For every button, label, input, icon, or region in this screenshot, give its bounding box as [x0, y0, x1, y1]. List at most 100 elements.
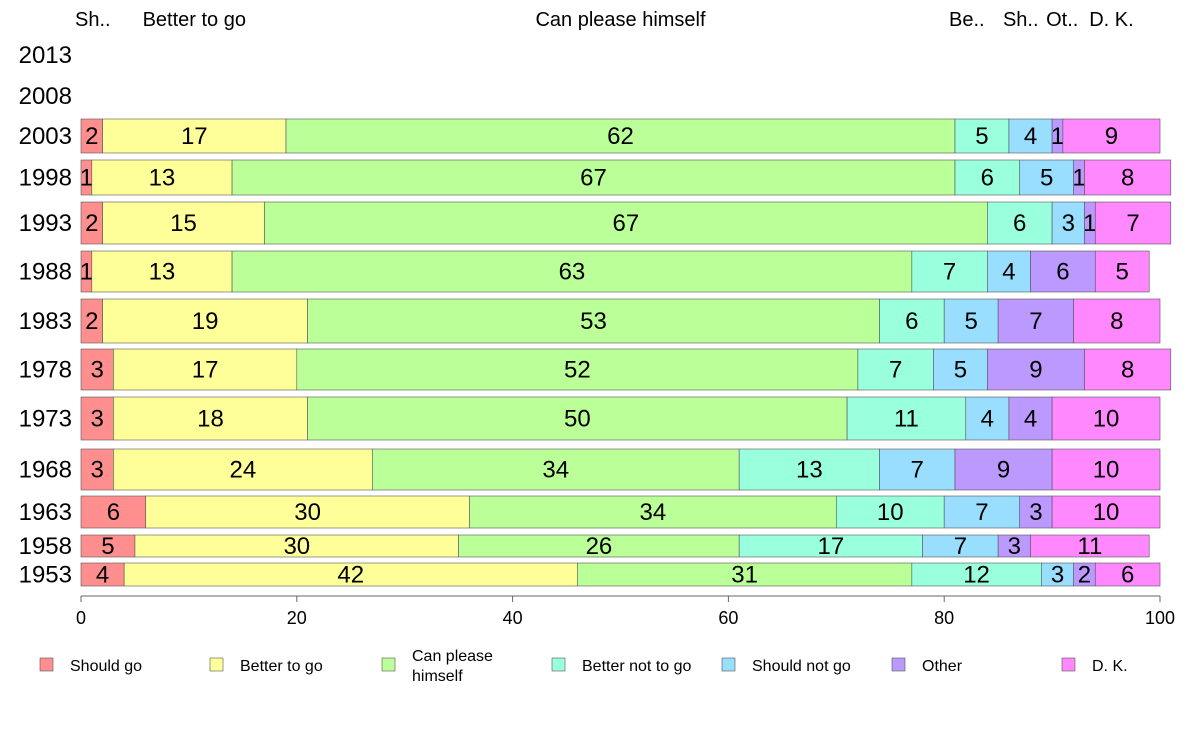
bar-segment-1988-6 [1094, 250, 1150, 293]
bar-value-label-1993-1: 15 [170, 210, 197, 237]
bar-value-label-1983-3: 6 [905, 308, 918, 335]
bar-value-label-1973-2: 50 [564, 406, 591, 433]
bar-value-label-1983-1: 19 [192, 308, 219, 335]
bar-value-label-1973-5: 4 [1024, 406, 1037, 433]
bar-value-label-1963-5: 3 [1029, 499, 1042, 526]
bar-value-label-1998-0: 1 [80, 165, 93, 192]
bar-value-label-1968-4: 7 [911, 457, 924, 484]
series-top-label-2: Can please himself [535, 9, 706, 31]
bar-segment-1988-4 [987, 250, 1031, 293]
bar-segment-1968-1 [113, 448, 373, 491]
series-top-label-5: Ot.. [1046, 9, 1078, 31]
bar-segment-1988-5 [1030, 250, 1096, 293]
bar-value-label-1998-1: 13 [149, 165, 176, 192]
bar-value-label-1973-0: 3 [91, 406, 104, 433]
bar-value-label-1983-6: 8 [1110, 308, 1123, 335]
bar-value-label-1963-6: 10 [1093, 499, 1120, 526]
bar-value-label-2003-3: 5 [975, 123, 988, 150]
legend-label-2: Can please himself [412, 648, 493, 685]
legend-label-0: Should go [70, 658, 142, 675]
x-tick-label-80: 80 [934, 608, 954, 628]
bar-value-label-1958-3: 17 [818, 533, 845, 560]
bar-value-label-1973-4: 4 [981, 406, 994, 433]
bar-segment-1983-3 [879, 298, 945, 344]
year-label-1998: 1998 [19, 165, 72, 192]
year-label-1958: 1958 [19, 533, 72, 560]
bar-segment-1978-4 [933, 348, 988, 391]
bar-value-label-1988-0: 1 [80, 259, 93, 286]
bar-segment-1973-6 [1051, 396, 1161, 441]
bar-segment-2003-6 [1062, 118, 1161, 154]
bar-value-label-1988-2: 63 [559, 259, 586, 286]
bar-segment-1983-4 [943, 298, 999, 344]
legend-swatch-5 [891, 657, 906, 672]
bar-value-label-1958-6: 11 [1077, 533, 1102, 560]
bar-value-label-1998-6: 8 [1121, 165, 1134, 192]
x-tick-label-0: 0 [76, 608, 86, 628]
bar-value-label-1968-3: 13 [796, 457, 823, 484]
bar-value-label-1988-4: 4 [1002, 259, 1015, 286]
bar-value-label-2003-6: 9 [1105, 123, 1118, 150]
bar-value-label-1968-1: 24 [229, 457, 256, 484]
bar-value-label-1983-2: 53 [580, 308, 607, 335]
bar-segment-1998-2 [231, 159, 956, 196]
bar-value-label-1998-4: 5 [1040, 165, 1053, 192]
year-label-1993: 1993 [19, 210, 72, 237]
legend-label-6: D. K. [1092, 658, 1128, 675]
year-label-2003: 2003 [19, 123, 72, 150]
bar-segment-1953-6 [1094, 562, 1161, 587]
bar-segment-1988-2 [231, 250, 913, 293]
bar-segment-1993-1 [102, 201, 265, 245]
year-label-2008: 2008 [19, 83, 72, 110]
legend-label-1: Better to go [240, 658, 323, 675]
bar-segment-1963-6 [1051, 495, 1161, 529]
bar-value-label-2003-1: 17 [181, 123, 208, 150]
bar-value-label-1993-0: 2 [85, 210, 98, 237]
x-axis: 0 20 40 60 80 100 [76, 595, 1175, 628]
bar-value-label-1988-1: 13 [149, 259, 176, 286]
bar-value-label-1958-1: 30 [283, 533, 310, 560]
year-label-1978: 1978 [19, 357, 72, 384]
bar-value-label-1953-5: 2 [1078, 562, 1091, 589]
bar-segment-2003-3 [954, 118, 1010, 154]
bar-value-label-2003-0: 2 [85, 123, 98, 150]
legend-swatch-4 [721, 657, 736, 672]
legend-swatch-2 [381, 657, 396, 672]
bar-segment-1978-2 [296, 348, 859, 391]
bar-segment-1968-0 [80, 448, 114, 491]
legend-label-5: Other [922, 658, 963, 675]
bar-value-label-1963-2: 34 [640, 499, 667, 526]
year-label-1973: 1973 [19, 406, 72, 433]
bar-segment-1973-4 [965, 396, 1010, 441]
bar-segment-1993-6 [1094, 201, 1172, 245]
bar-value-label-2003-4: 4 [1024, 123, 1037, 150]
bar-value-label-1973-6: 10 [1093, 406, 1120, 433]
bar-value-label-1963-1: 30 [294, 499, 321, 526]
bar-value-label-1978-6: 8 [1121, 357, 1134, 384]
bar-value-label-1998-5: 1 [1072, 165, 1085, 192]
bar-value-label-1988-5: 6 [1056, 259, 1069, 286]
x-tick-label-60: 60 [718, 608, 738, 628]
bar-segment-1973-3 [846, 396, 967, 441]
bar-segment-1978-3 [857, 348, 934, 391]
x-tick-label-20: 20 [287, 608, 307, 628]
x-tick-label-40: 40 [503, 608, 523, 628]
bar-segment-1968-3 [738, 448, 880, 491]
bar-value-label-1993-4: 3 [1062, 210, 1075, 237]
bar-segment-1983-6 [1073, 298, 1161, 344]
year-axis-labels: 2013 2008 2003 1998 1993 1988 1983 1978 1973 1968… [19, 42, 72, 589]
bar-value-label-1968-2: 34 [542, 457, 569, 484]
bar-value-label-1983-0: 2 [85, 308, 98, 335]
bar-segment-1968-5 [954, 448, 1053, 491]
bar-value-label-1953-6: 6 [1121, 562, 1134, 589]
bar-value-label-1998-3: 6 [981, 165, 994, 192]
series-top-label-6: D. K. [1089, 9, 1133, 31]
year-label-1968: 1968 [19, 457, 72, 484]
bar-segment-1968-6 [1051, 448, 1161, 491]
year-label-1953: 1953 [19, 562, 72, 589]
legend: Should go Better to go Can please himself Be… [39, 648, 1128, 685]
bar-value-label-1988-3: 7 [943, 259, 956, 286]
bar-value-label-1978-4: 5 [954, 357, 967, 384]
bar-value-label-1958-0: 5 [101, 533, 114, 560]
